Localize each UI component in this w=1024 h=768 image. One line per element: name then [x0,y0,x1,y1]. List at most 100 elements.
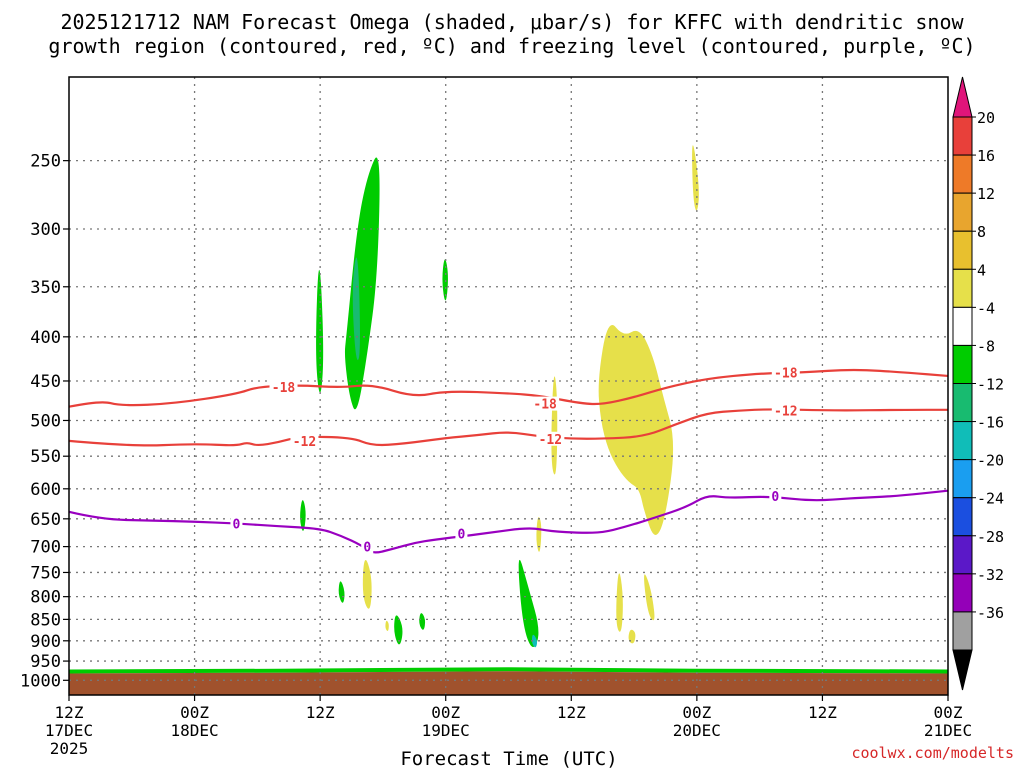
contour-label: -18 [272,381,296,396]
x-axis-label: Forecast Time (UTC) [400,748,617,768]
y-tick-label: 1000 [20,671,61,691]
x-tick-label: 00Z [180,703,209,722]
x-tick-label: 12Z [808,703,837,722]
contour-line-0 [68,489,949,554]
y-tick-label: 950 [30,652,61,672]
omega-region-negative [352,257,360,360]
colorbar-label: 12 [977,185,995,203]
omega-region-positive [598,324,674,535]
omega-region-negative [394,615,403,645]
omega-region-positive [362,560,372,609]
contour-label: -18 [774,367,798,382]
y-tick-label: 650 [30,510,61,530]
terrain [69,667,948,695]
colorbar-label: 16 [977,147,995,165]
x-tick-label: 20DEC [673,721,721,740]
x-tick-label: 00Z [431,703,460,722]
contour-label: -12 [293,435,316,450]
y-tick-label: 300 [30,220,61,240]
y-tick-label: 700 [30,538,61,558]
colorbar-label: -4 [977,299,995,317]
contour-line--12 [68,408,948,447]
colorbar-label: -8 [977,337,995,355]
contour-label-bg [361,539,374,554]
axes: 2503003504004505005506006507007508008509… [20,76,972,758]
colorbar-label: -12 [977,376,1004,394]
chart-title: 2025121712 NAM Forecast Omega (shaded, μ… [60,10,964,34]
x-tick-label: 19DEC [422,721,470,740]
grid [69,77,948,695]
contour-label-bg [536,431,565,446]
credit-link[interactable]: coolwx.com/modelts [851,744,1014,762]
omega-region-positive [628,629,636,644]
omega-region-positive [692,145,699,211]
x-tick-label: 12Z [557,703,586,722]
colorbar-label: -20 [977,452,1004,470]
omega-region-positive [385,620,389,631]
y-tick-label: 800 [30,588,61,608]
colorbar-bin [952,344,973,384]
omega-region-negative [442,259,448,301]
colorbar-label: 8 [977,223,986,241]
colorbar-bottom-arrow [952,649,973,691]
contour-labels: -18 -18 -18 -12 -12 -12 0 0 0 0 [230,365,800,556]
contour-label-bg [771,403,800,418]
contour-label: -12 [539,433,562,448]
contour-label-bg [230,516,243,531]
omega-region-positive [616,573,623,632]
omega-region-negative [419,613,426,630]
y-tick-label: 350 [30,278,61,298]
x-tick-label: 2025 [50,739,89,758]
x-tick-label: 00Z [682,703,711,722]
colorbar: 20 16 12 8 4 -4 -8 -12 -16 -20 -24 -28 -32 -36 [952,76,1004,691]
contour-label-bg [269,379,298,394]
colorbar-bin [952,306,973,346]
terrain-fringe [69,667,948,674]
y-tick-label: 250 [30,152,61,172]
y-tick-label: 400 [30,328,61,348]
colorbar-label: -24 [977,490,1004,508]
colorbar-label: -36 [977,604,1004,622]
colorbar-bin [952,573,973,613]
colorbar-label: -16 [977,414,1004,432]
colorbar-bin [952,154,973,194]
x-tick-label: 21DEC [924,721,972,740]
colorbar-bin [952,268,973,308]
y-tick-label: 900 [30,632,61,652]
x-tick-label: 12Z [306,703,335,722]
contour-label-bg [455,526,468,541]
colorbar-bin [952,497,973,537]
colorbar-bin [952,383,973,423]
contour-label: 0 [363,541,371,556]
omega-region-negative [338,581,345,603]
contour-line--18 [68,368,949,408]
colorbar-label: 20 [977,109,995,127]
x-tick-label: 17DEC [45,721,93,740]
contour-label-bg [769,489,782,504]
colorbar-label: -28 [977,528,1004,546]
terrain-fill [69,671,948,695]
colorbar-bin [952,459,973,499]
omega-region-positive [551,376,558,475]
omega-region-negative [300,500,306,531]
omega-region-negative [531,634,538,648]
omega-region-positive [644,574,655,621]
y-tick-label: 850 [30,610,61,630]
y-tick-label: 600 [30,480,61,500]
contour-label-bg [290,433,319,448]
x-tick-label: 00Z [934,703,963,722]
colorbar-bin [952,421,973,461]
x-tick-label: 18DEC [170,721,218,740]
contour-label: 0 [771,490,779,505]
x-tick-label: 12Z [55,703,84,722]
omega-region-negative [344,157,380,410]
colorbar-bin [952,116,973,156]
y-tick-label: 450 [30,372,61,392]
y-tick-label: 550 [30,447,61,467]
y-tick-label: 500 [30,411,61,431]
omega-shading [300,145,699,648]
colorbar-bin [952,230,973,270]
colorbar-bin [952,192,973,232]
contour-label: -18 [533,398,557,413]
